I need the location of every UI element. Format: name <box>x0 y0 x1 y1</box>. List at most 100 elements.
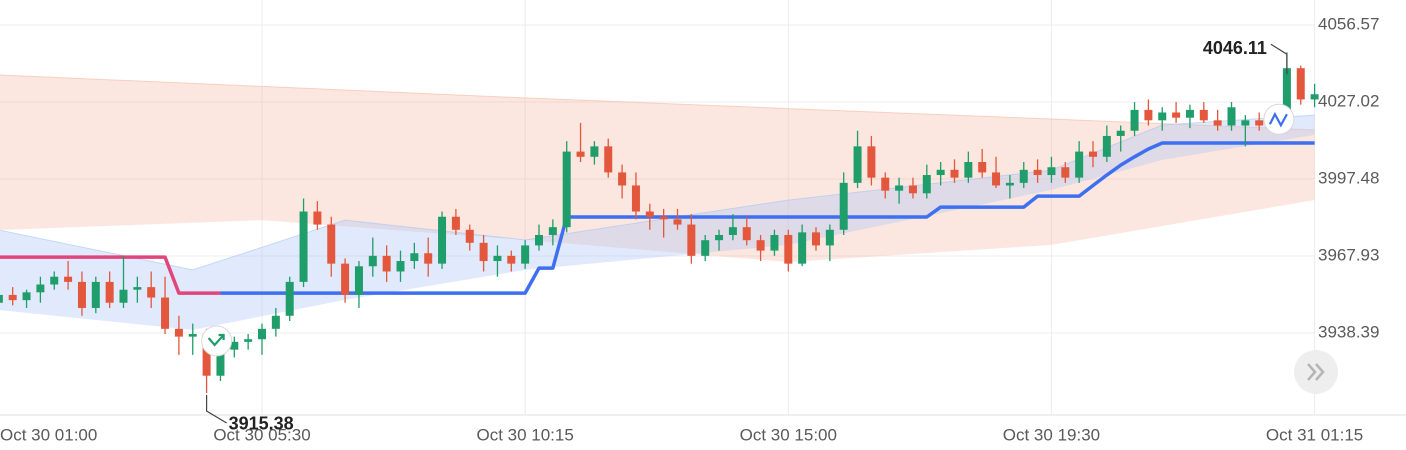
band <box>0 115 1315 330</box>
signal-wave <box>1268 111 1288 128</box>
candle-body <box>147 287 156 298</box>
candle-body <box>1227 107 1236 126</box>
line-layer <box>0 141 1315 295</box>
candle-body <box>64 276 73 282</box>
candle-body <box>812 232 820 246</box>
candle-body <box>1061 167 1070 178</box>
candle-body <box>313 211 322 225</box>
candle-body <box>881 177 890 191</box>
candle-body <box>1116 130 1125 136</box>
trend-line <box>220 141 1315 295</box>
candle-body <box>1089 151 1097 157</box>
candle-body <box>521 245 530 264</box>
annotation-leader <box>1270 43 1288 75</box>
annotation-leader <box>206 394 227 424</box>
background-layer <box>0 0 1406 416</box>
candle-body <box>1075 151 1084 178</box>
candle-body <box>853 146 862 183</box>
candle-body <box>8 294 17 301</box>
candle-body <box>299 211 308 282</box>
y-tick-label: 3938.39 <box>1318 322 1379 341</box>
band-edge <box>0 74 1315 131</box>
button-icon[interactable] <box>1307 363 1325 381</box>
candle-body <box>36 284 45 293</box>
candle-body <box>354 266 363 295</box>
candle-body <box>507 255 516 264</box>
candle-body <box>770 234 779 251</box>
band <box>0 75 1315 263</box>
candle-body <box>673 219 682 225</box>
x-tick-label: Oct 31 01:15 <box>1266 425 1363 444</box>
candle-body <box>562 151 571 228</box>
candle-body <box>493 255 502 262</box>
y-tick-label: 4027.02 <box>1318 91 1379 110</box>
x-tick-label: Oct 30 05:30 <box>213 425 310 444</box>
candle-body <box>188 334 197 337</box>
candle-body <box>895 185 904 191</box>
candle-body <box>1158 112 1167 121</box>
candle-body <box>271 315 280 329</box>
candle-body <box>908 185 917 194</box>
candle-body <box>839 182 848 230</box>
candle-body <box>1213 120 1222 126</box>
candle-body <box>687 224 696 256</box>
candle-body <box>479 242 488 262</box>
candle-body <box>1019 169 1028 183</box>
candle-body <box>1255 120 1264 126</box>
candle-body <box>604 146 613 173</box>
candle-body <box>1241 120 1250 126</box>
candle-body <box>1033 169 1042 176</box>
candle-body <box>1296 68 1305 100</box>
candle-body <box>174 328 183 337</box>
x-tick-label: Oct 30 15:00 <box>740 425 837 444</box>
candle-body <box>202 334 211 376</box>
candle-body <box>742 227 751 241</box>
candle-body <box>91 281 100 308</box>
overlay-layer: 3938.39 3967.93 3997.48 4027.02 4056.57 Oct 3… <box>0 14 1379 444</box>
candle-body <box>576 151 585 157</box>
candle-body <box>825 229 834 246</box>
candle-body <box>728 227 737 235</box>
candle-body <box>784 234 793 264</box>
candle-body <box>258 328 266 340</box>
candle-body <box>1005 182 1014 186</box>
candle-body <box>922 175 931 194</box>
candle-body <box>1102 135 1111 157</box>
candle-body <box>936 169 945 176</box>
candle-body <box>964 162 973 178</box>
candle-body <box>244 339 253 342</box>
candle-body <box>216 349 225 376</box>
candle-body <box>535 234 543 246</box>
candle-body <box>0 294 3 303</box>
candle-body <box>548 227 557 235</box>
candle-body <box>50 276 59 285</box>
annotation-label: 4046.11 <box>1203 38 1267 58</box>
candle-body <box>798 232 807 264</box>
candle-body <box>396 261 405 272</box>
candle-body <box>978 162 987 173</box>
candle-body <box>382 255 391 272</box>
candle-body <box>1310 94 1319 100</box>
candle-body <box>327 224 336 264</box>
candle-body <box>659 216 668 220</box>
candle-body <box>341 263 350 295</box>
signal-icon <box>201 325 233 357</box>
candle-body <box>465 229 474 243</box>
candle-body <box>119 289 128 303</box>
candle-body <box>451 216 460 230</box>
candle-body <box>756 240 765 251</box>
candle-body <box>77 281 86 308</box>
scroll-button[interactable] <box>1294 350 1338 394</box>
candle-body <box>701 240 710 256</box>
candle-body <box>161 297 170 329</box>
y-tick-label: 3967.93 <box>1318 246 1379 265</box>
x-tick-label: Oct 30 19:30 <box>1003 425 1100 444</box>
candle-body <box>438 216 447 264</box>
candle-body <box>22 292 31 301</box>
candle-body <box>950 169 959 178</box>
candle-body <box>1130 109 1139 131</box>
x-tick-label: Oct 30 10:15 <box>476 425 573 444</box>
x-tick-label: Oct 30 01:00 <box>0 425 97 444</box>
candle-body <box>867 146 876 178</box>
candle-body <box>368 255 377 267</box>
